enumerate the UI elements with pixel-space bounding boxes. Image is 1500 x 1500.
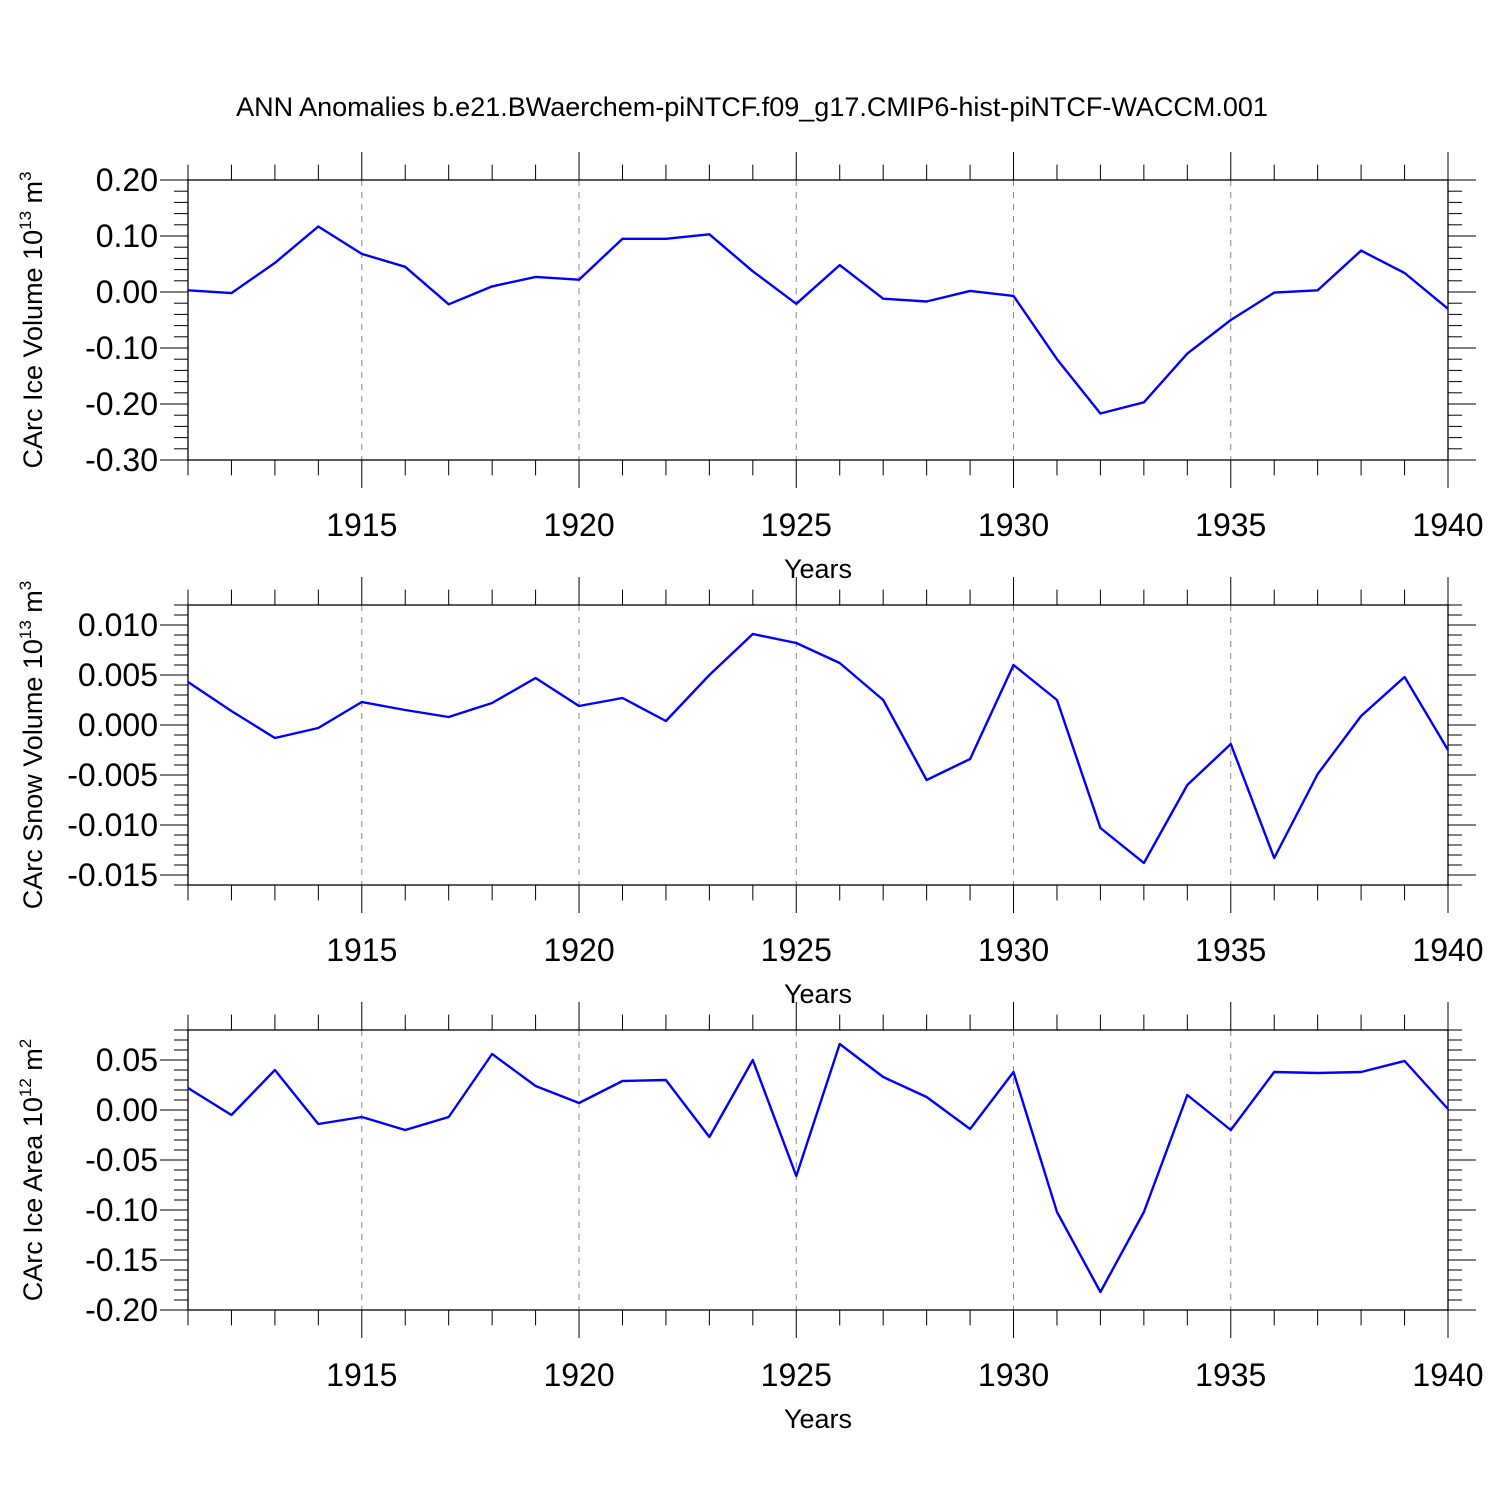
series-line bbox=[187, 1042, 1449, 1294]
y-axis-title: CArc Ice Area 1012 m2 bbox=[16, 1039, 48, 1302]
y-tick-label: -0.05 bbox=[85, 1142, 158, 1178]
y-tick-label: -0.10 bbox=[85, 330, 158, 366]
figure-title: ANN Anomalies b.e21.BWaerchem-piNTCF.f09… bbox=[236, 92, 1268, 122]
y-tick-label: -0.15 bbox=[85, 1242, 158, 1278]
y-axis-title: CArc Snow Volume 1013 m3 bbox=[16, 581, 48, 910]
x-tick-label: 1925 bbox=[761, 932, 832, 968]
x-tick-label: 1920 bbox=[543, 932, 614, 968]
x-tick-label: 1940 bbox=[1412, 932, 1483, 968]
y-tick-label: 0.10 bbox=[96, 218, 158, 254]
x-axis-title: Years bbox=[784, 979, 852, 1009]
y-tick-label: 0.000 bbox=[78, 707, 158, 743]
y-tick-label: 0.005 bbox=[78, 657, 158, 693]
x-tick-label: 1930 bbox=[978, 932, 1049, 968]
y-tick-label: 0.05 bbox=[96, 1042, 158, 1078]
x-tick-label: 1920 bbox=[543, 507, 614, 543]
x-tick-label: 1915 bbox=[326, 932, 397, 968]
plot-frame bbox=[187, 179, 1449, 461]
y-axis-title: CArc Ice Volume 1013 m3 bbox=[16, 171, 48, 468]
y-tick-label: -0.30 bbox=[85, 442, 158, 478]
y-tick-label: 0.20 bbox=[96, 162, 158, 198]
y-tick-label: 0.00 bbox=[96, 1092, 158, 1128]
y-tick-label: -0.005 bbox=[67, 757, 158, 793]
y-tick-label: -0.20 bbox=[85, 386, 158, 422]
y-tick-label: 0.00 bbox=[96, 274, 158, 310]
series-line bbox=[187, 632, 1450, 865]
x-tick-label: 1940 bbox=[1412, 507, 1483, 543]
panel-ice-volume: 1915 1920 1925 1930 1935 1940 0.20 0.10 0.00 -0.1… bbox=[16, 152, 1484, 584]
panel-snow-volume: 1915 1920 1925 1930 1935 1940 0.010 0.005 0.000 -… bbox=[16, 577, 1484, 1009]
x-tick-label: 1925 bbox=[761, 1357, 832, 1393]
y-tick-label: -0.10 bbox=[85, 1192, 158, 1228]
x-tick-label: 1935 bbox=[1195, 1357, 1266, 1393]
y-tick-label: -0.010 bbox=[67, 807, 158, 843]
x-axis-title: Years bbox=[784, 554, 852, 584]
plot-frame bbox=[187, 604, 1449, 886]
x-tick-label: 1915 bbox=[326, 1357, 397, 1393]
plot-frame bbox=[187, 1029, 1449, 1311]
x-tick-label: 1920 bbox=[543, 1357, 614, 1393]
y-tick-label: -0.20 bbox=[85, 1292, 158, 1328]
x-tick-label: 1925 bbox=[761, 507, 832, 543]
x-tick-label: 1935 bbox=[1195, 932, 1266, 968]
y-tick-label: 0.010 bbox=[78, 607, 158, 643]
x-tick-label: 1935 bbox=[1195, 507, 1266, 543]
x-axis-title: Years bbox=[784, 1404, 852, 1434]
x-tick-label: 1930 bbox=[978, 1357, 1049, 1393]
x-tick-label: 1940 bbox=[1412, 1357, 1483, 1393]
x-tick-label: 1930 bbox=[978, 507, 1049, 543]
series-line bbox=[187, 225, 1449, 415]
panel-ice-area: 1915 1920 1925 1930 1935 1940 0.05 0.00 -0.05 -0.… bbox=[16, 1002, 1484, 1434]
x-tick-label: 1915 bbox=[326, 507, 397, 543]
y-tick-label: -0.015 bbox=[67, 857, 158, 893]
